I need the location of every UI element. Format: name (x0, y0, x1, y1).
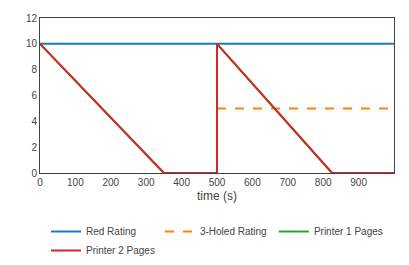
svg-text:0: 0 (37, 177, 43, 188)
svg-text:3-Holed Rating: 3-Holed Rating (200, 226, 267, 237)
svg-text:900: 900 (350, 177, 367, 188)
svg-text:time (s): time (s) (197, 189, 237, 203)
svg-text:500: 500 (209, 177, 226, 188)
svg-text:800: 800 (315, 177, 332, 188)
svg-text:8: 8 (31, 64, 37, 75)
svg-text:12: 12 (26, 13, 38, 24)
svg-text:2: 2 (31, 142, 37, 153)
svg-text:300: 300 (138, 177, 155, 188)
svg-text:100: 100 (67, 177, 84, 188)
svg-text:Printer 1 Pages: Printer 1 Pages (314, 226, 383, 237)
svg-text:200: 200 (102, 177, 119, 188)
svg-text:700: 700 (279, 177, 296, 188)
svg-text:4: 4 (31, 116, 37, 127)
svg-text:400: 400 (173, 177, 190, 188)
svg-text:10: 10 (26, 38, 38, 49)
svg-text:Printer 2 Pages: Printer 2 Pages (86, 245, 155, 256)
svg-text:0: 0 (31, 168, 37, 179)
svg-text:6: 6 (31, 90, 37, 101)
svg-text:600: 600 (244, 177, 261, 188)
svg-text:Red Rating: Red Rating (86, 226, 136, 237)
